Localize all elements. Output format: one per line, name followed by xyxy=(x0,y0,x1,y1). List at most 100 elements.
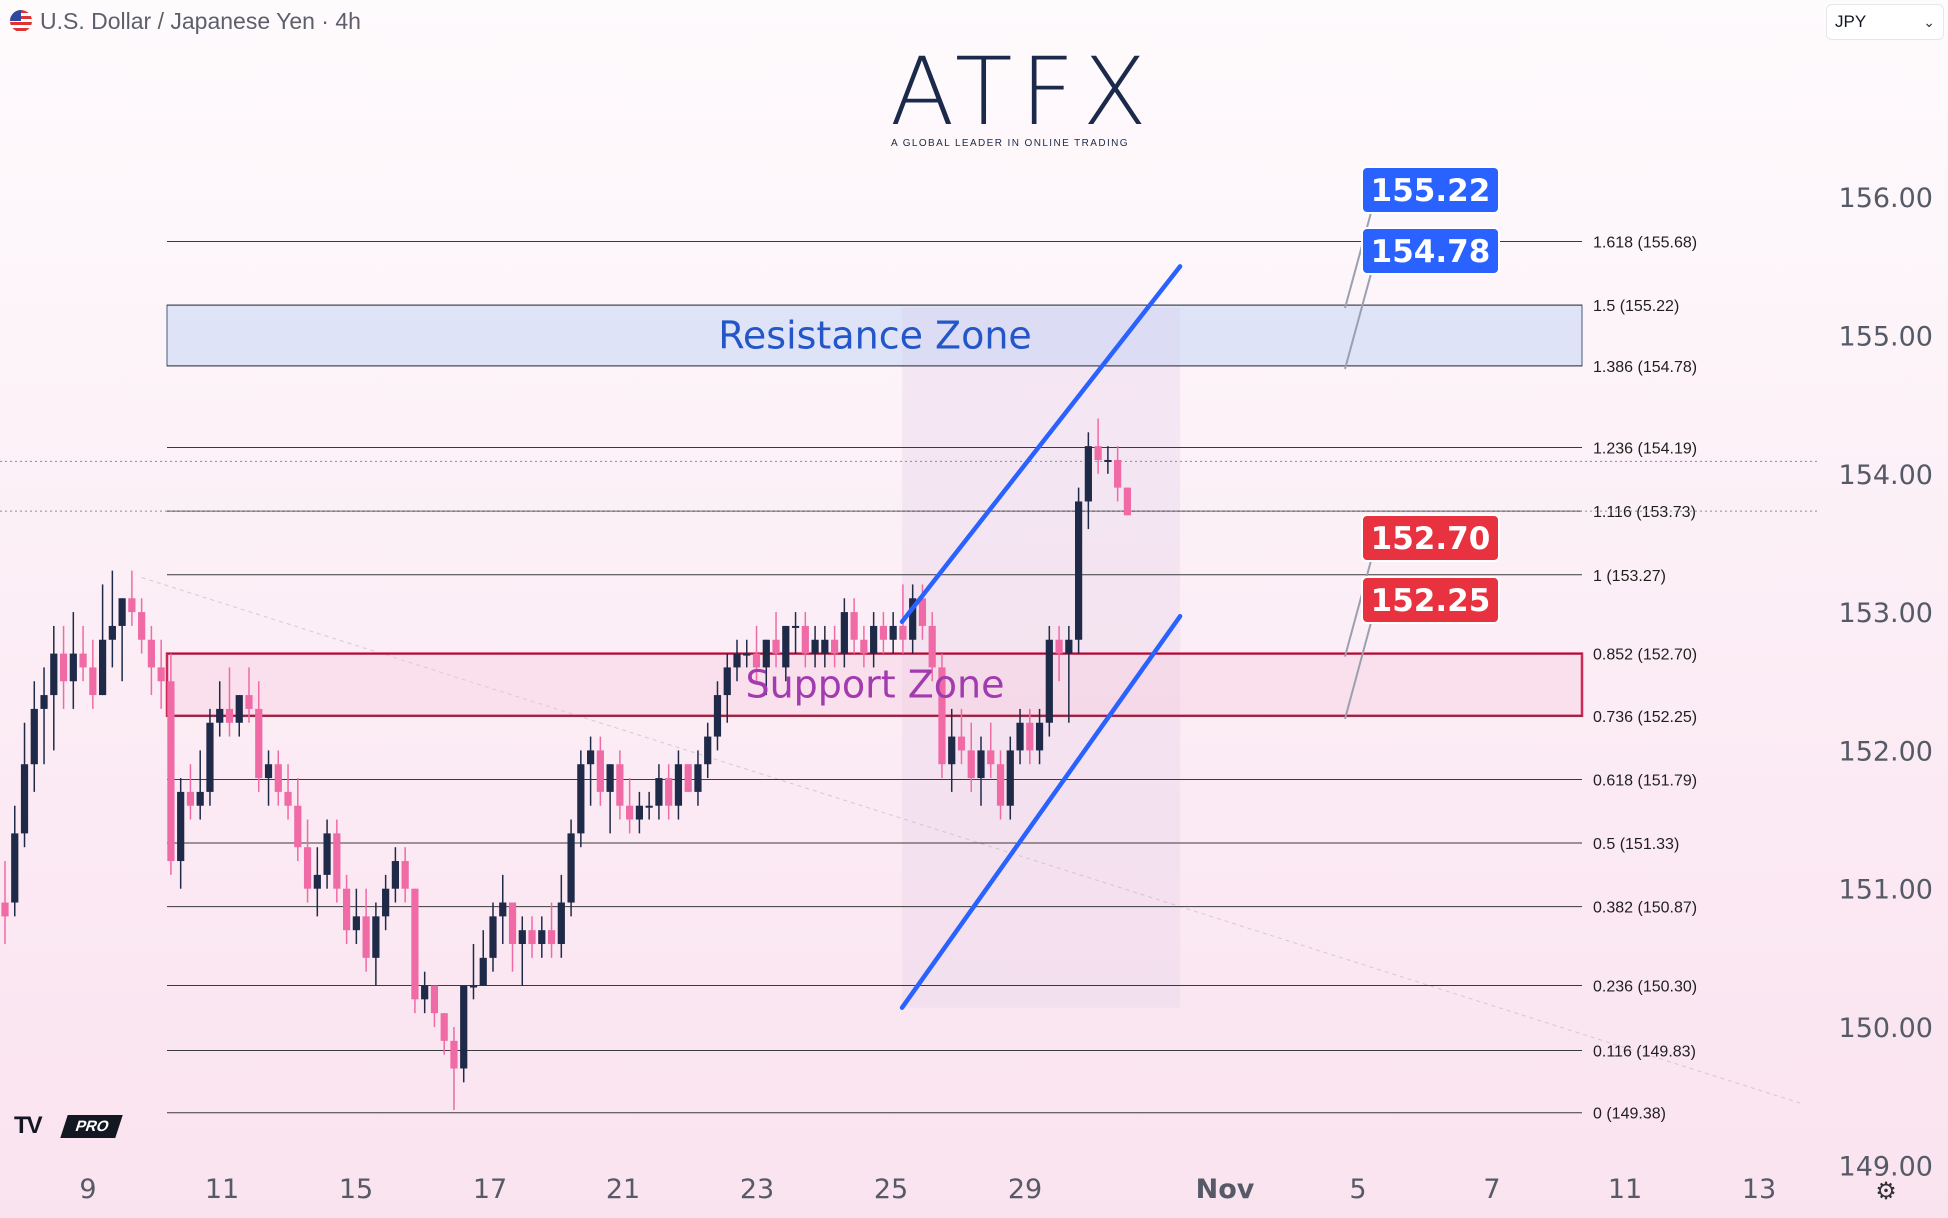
candle-body xyxy=(1114,459,1122,488)
x-axis-tick: 15 xyxy=(339,1174,373,1205)
candle-body xyxy=(1104,459,1112,462)
x-axis-tick: 13 xyxy=(1742,1174,1776,1205)
fib-label: 0.852 (152.70) xyxy=(1593,647,1697,664)
candle-body xyxy=(918,598,927,626)
candle-body xyxy=(489,916,497,958)
fib-label: 1.386 (154.78) xyxy=(1593,359,1697,376)
fib-label: 0.116 (149.83) xyxy=(1593,1044,1696,1061)
candle-body xyxy=(596,750,604,792)
candle-body xyxy=(1075,501,1083,640)
candle-body xyxy=(782,625,790,668)
candle-body xyxy=(694,764,702,792)
chevron-down-icon: ⌄ xyxy=(1923,13,1935,30)
candle-body xyxy=(587,750,595,765)
fib-label: 1.5 (155.22) xyxy=(1593,298,1679,315)
y-axis-tick: 153.00 xyxy=(1839,598,1933,629)
candle-body xyxy=(264,764,273,779)
candle-body xyxy=(840,612,848,654)
candle-body xyxy=(479,957,487,986)
price-tag-text: 152.70 xyxy=(1371,521,1491,557)
candle-body xyxy=(938,667,946,765)
candle-body xyxy=(879,625,887,640)
candle-body xyxy=(372,916,380,958)
x-axis-tick: 17 xyxy=(473,1174,507,1205)
symbol-header[interactable]: U.S. Dollar / Japanese Yen · 4h xyxy=(10,6,361,36)
candle-body xyxy=(977,750,985,779)
candle-body xyxy=(528,930,536,945)
price-tag-text: 155.22 xyxy=(1371,173,1491,209)
x-axis-tick: Nov xyxy=(1196,1174,1255,1205)
candle-body xyxy=(1035,722,1044,751)
currency-selector[interactable]: JPY ⌄ xyxy=(1826,4,1944,40)
candle-body xyxy=(1045,639,1053,723)
candle-body xyxy=(1026,722,1034,751)
x-axis-tick: 11 xyxy=(1608,1174,1642,1205)
fib-label: 0.618 (151.79) xyxy=(1593,772,1697,789)
resistance-zone xyxy=(166,304,1583,367)
candle-body xyxy=(1065,639,1073,654)
candle-body xyxy=(216,708,224,723)
candle-body xyxy=(69,653,77,682)
candle-body xyxy=(99,639,107,696)
candle-body xyxy=(1016,722,1024,751)
candle-body xyxy=(118,598,126,626)
y-axis-tick: 151.00 xyxy=(1839,875,1933,906)
candle-body xyxy=(1094,446,1102,460)
candle-body xyxy=(430,985,439,1014)
candle-body xyxy=(206,722,214,792)
candle-body xyxy=(1055,639,1063,654)
candle-body xyxy=(177,791,185,862)
candle-body xyxy=(313,874,321,889)
fib-label: 0 (149.38) xyxy=(1593,1106,1666,1123)
x-axis-tick: 23 xyxy=(740,1174,774,1205)
x-axis-tick: 9 xyxy=(79,1174,96,1205)
candle-body xyxy=(469,985,478,988)
candle-body xyxy=(909,598,917,640)
dashed-trendline xyxy=(141,577,1801,1104)
candle-body xyxy=(713,695,722,737)
settings-gear-icon[interactable]: ⚙ xyxy=(1875,1178,1897,1205)
fib-label: 1 (153.27) xyxy=(1593,568,1666,585)
y-axis-tick: 152.00 xyxy=(1839,736,1933,767)
candle-body xyxy=(996,764,1005,806)
tag-pointer xyxy=(1344,556,1373,657)
candle-body xyxy=(235,695,243,723)
y-axis-tick: 155.00 xyxy=(1839,322,1933,353)
candle-body xyxy=(20,764,29,834)
candle-body xyxy=(665,778,673,806)
candle-body xyxy=(723,667,731,696)
candle-body xyxy=(987,750,995,765)
candle-body xyxy=(704,736,712,765)
tv-logo: TV xyxy=(14,1112,43,1139)
candle-body xyxy=(382,888,390,917)
tag-pointer xyxy=(1344,618,1373,720)
candle-body xyxy=(791,625,800,628)
fib-label: 0.5 (151.33) xyxy=(1593,836,1679,853)
candle-body xyxy=(547,930,556,945)
logo-tagline: A GLOBAL LEADER IN ONLINE TRADING xyxy=(891,138,1129,149)
tradingview-watermark: TV PRO xyxy=(14,1112,123,1140)
fib-label: 1.116 (153.73) xyxy=(1593,504,1696,521)
x-axis-tick: 11 xyxy=(205,1174,239,1205)
candle-body xyxy=(186,791,195,806)
candle-body xyxy=(577,764,585,834)
candle-body xyxy=(733,653,741,668)
y-axis-tick: 154.00 xyxy=(1839,460,1933,491)
candle-body xyxy=(50,653,58,696)
price-tag-text: 154.78 xyxy=(1371,234,1491,270)
y-axis-tick: 149.00 xyxy=(1839,1151,1933,1182)
x-axis-tick: 7 xyxy=(1483,1174,1500,1205)
candle-body xyxy=(303,847,312,889)
candle-body xyxy=(899,625,907,640)
candle-body xyxy=(626,805,634,820)
candle-body xyxy=(752,653,761,668)
candle-body xyxy=(343,888,351,931)
candle-body xyxy=(255,708,263,779)
currency-value: JPY xyxy=(1835,12,1867,31)
candle-body xyxy=(225,708,234,723)
tag-pointer xyxy=(1344,208,1373,309)
candle-body xyxy=(948,736,956,765)
candle-body xyxy=(128,598,136,613)
